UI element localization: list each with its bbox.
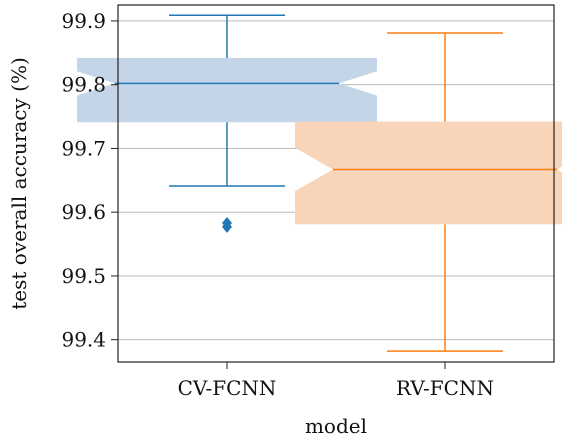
y-axis-label: test overall accuracy (%)	[7, 57, 31, 310]
boxes	[77, 14, 562, 352]
outlier-point	[222, 220, 232, 233]
y-tick-label: 99.4	[61, 328, 106, 352]
y-tick-label: 99.6	[61, 200, 106, 224]
y-tick-label: 99.9	[61, 9, 106, 33]
plot-frame	[117, 4, 555, 363]
y-tick-label: 99.8	[61, 73, 106, 97]
x-tick-label: RV-FCNN	[396, 376, 494, 400]
box-rv-fcnn	[295, 32, 562, 352]
notched-box	[77, 57, 377, 123]
box-cv-fcnn	[77, 14, 377, 233]
x-axis-label: model	[305, 414, 367, 438]
notched-box	[295, 121, 562, 225]
x-axis: CV-FCNN RV-FCNN	[178, 362, 494, 400]
y-tick-label: 99.7	[61, 136, 106, 160]
x-tick-label: CV-FCNN	[178, 376, 277, 400]
y-tick-label: 99.5	[61, 264, 106, 288]
y-axis: 99.4 99.5 99.6 99.7 99.8 99.9	[61, 9, 118, 352]
